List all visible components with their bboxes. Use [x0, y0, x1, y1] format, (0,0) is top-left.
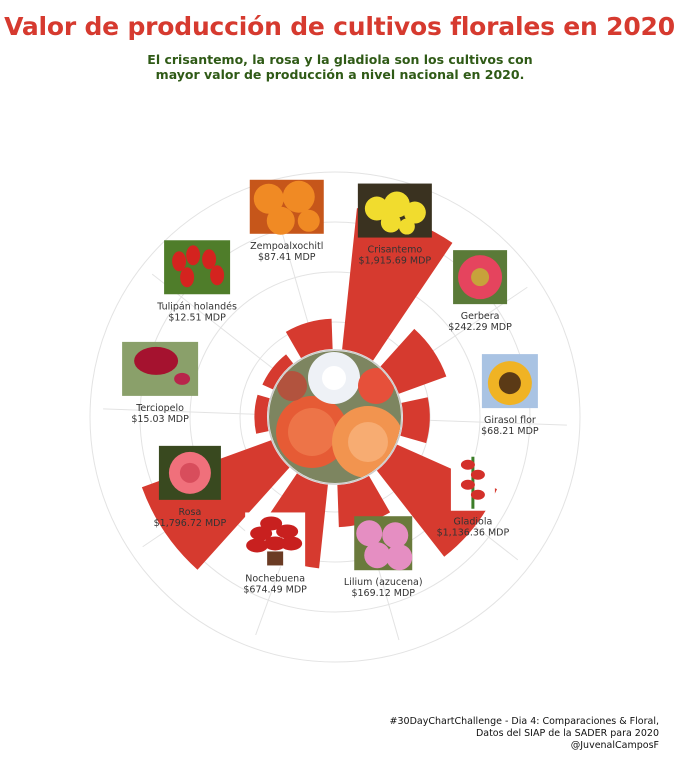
bar-rosa	[141, 440, 290, 570]
grid-spoke-girasol-flor	[402, 418, 567, 426]
category-label-tulipan-holandes: Tulipán holandés	[156, 301, 237, 312]
subtitle-line-2: mayor valor de producción a nivel nacion…	[155, 67, 525, 82]
bar-gladiola	[376, 444, 498, 557]
grid-ring-1	[239, 321, 431, 513]
bar-gerbera	[380, 328, 447, 394]
grid-ring-3	[139, 221, 531, 613]
grid-ring-4	[89, 171, 581, 663]
bar-zempoalxochitl	[285, 318, 333, 359]
bar-lilium-azucena	[337, 475, 391, 528]
bar-girasol-flor	[400, 397, 430, 444]
bar-tulipan-holandes	[262, 354, 294, 390]
poinsettia-icon	[245, 512, 306, 567]
subtitle-line-1: El crisantemo, la rosa y la gladiola son…	[147, 52, 533, 67]
pink-lily-icon	[354, 516, 413, 571]
chart-subtitle: El crisantemo, la rosa y la gladiola son…	[90, 52, 590, 82]
pink-rose-icon	[158, 445, 221, 500]
red-celosia-icon	[122, 341, 199, 396]
pink-gerbera-icon	[453, 250, 508, 305]
grid-spoke-terciopelo	[103, 408, 268, 416]
value-label-gerbera: $242.29 MDP	[448, 322, 512, 333]
category-label-terciopelo: Terciopelo	[135, 403, 184, 414]
value-label-gladiola: $1,136.36 MDP	[437, 528, 510, 539]
gladiolus-icon	[450, 454, 495, 511]
category-label-nochebuena: Nochebuena	[245, 573, 305, 584]
orange-marigold-icon	[249, 179, 324, 235]
category-label-rosa: Rosa	[179, 507, 202, 518]
grid-ring-2	[189, 271, 481, 563]
caption-line-2: Datos del SIAP de la SADER para 2020	[475, 728, 659, 739]
dahlia-bouquet-icon	[267, 349, 403, 485]
value-label-terciopelo: $15.03 MDP	[131, 414, 189, 425]
value-label-tulipan-holandes: $12.51 MDP	[168, 312, 226, 323]
value-label-crisantemo: $1,915.69 MDP	[359, 256, 432, 267]
sunflower-icon	[481, 354, 538, 409]
category-label-gladiola: Gladiola	[454, 517, 493, 528]
category-label-girasol-flor: Girasol flor	[484, 415, 536, 426]
chart-title: Valor de producción de cultivos florales…	[4, 12, 675, 41]
value-label-zempoalxochitl: $87.41 MDP	[258, 252, 316, 263]
yellow-chrysanthemum-icon	[357, 183, 432, 238]
red-tulips-icon	[164, 240, 231, 295]
category-label-crisantemo: Crisantemo	[368, 245, 423, 256]
value-label-rosa: $1,796.72 MDP	[154, 518, 227, 529]
category-labels: Crisantemo$1,915.69 MDP Gerbera$242.29 MD…	[131, 241, 539, 599]
category-label-gerbera: Gerbera	[461, 311, 500, 322]
value-label-nochebuena: $674.49 MDP	[243, 584, 307, 595]
category-label-zempoalxochitl: Zempoalxochitl	[250, 241, 323, 252]
flower-photos	[122, 179, 538, 571]
category-label-lilium-azucena: Lilium (azucena)	[344, 577, 423, 588]
value-label-girasol-flor: $68.21 MDP	[481, 426, 539, 437]
caption-line-1: #30DayChartChallenge - Dia 4: Comparacio…	[389, 716, 659, 727]
bar-crisantemo	[342, 208, 453, 361]
source-caption: #30DayChartChallenge - Dia 4: Comparacio…	[390, 716, 659, 752]
bar-terciopelo	[254, 394, 270, 434]
value-label-lilium-azucena: $169.12 MDP	[351, 588, 415, 599]
caption-line-3: @JuvenalCamposF	[570, 740, 659, 751]
